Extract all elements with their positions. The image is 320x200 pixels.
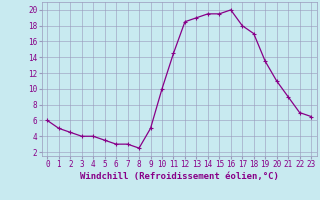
X-axis label: Windchill (Refroidissement éolien,°C): Windchill (Refroidissement éolien,°C) (80, 172, 279, 181)
